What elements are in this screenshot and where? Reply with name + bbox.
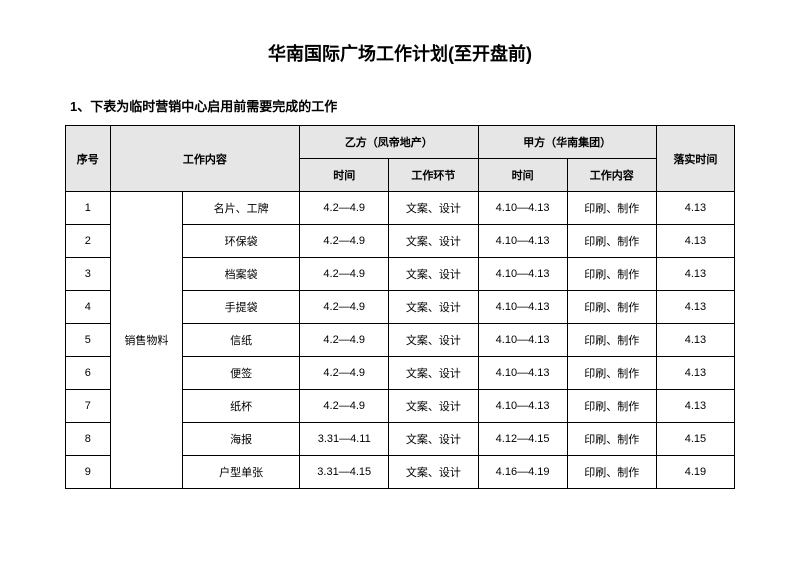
cell-step-b: 文案、设计: [389, 258, 478, 291]
cell-step-b: 文案、设计: [389, 225, 478, 258]
subtitle-label: 1、下表为临时营销中心启用前需要完成的工作: [70, 96, 735, 115]
header-seq: 序号: [66, 126, 111, 192]
cell-seq: 9: [66, 456, 111, 489]
header-step-b: 工作环节: [389, 159, 478, 192]
cell-step-b: 文案、设计: [389, 390, 478, 423]
cell-step-a: 印刷、制作: [567, 423, 656, 456]
cell-final: 4.13: [656, 324, 734, 357]
cell-seq: 4: [66, 291, 111, 324]
cell-seq: 5: [66, 324, 111, 357]
cell-step-a: 印刷、制作: [567, 324, 656, 357]
cell-time-b: 4.2—4.9: [300, 324, 389, 357]
cell-step-a: 印刷、制作: [567, 192, 656, 225]
cell-step-b: 文案、设计: [389, 324, 478, 357]
cell-time-b: 4.2—4.9: [300, 192, 389, 225]
header-time-a: 时间: [478, 159, 567, 192]
cell-time-b: 4.2—4.9: [300, 258, 389, 291]
cell-final: 4.15: [656, 423, 734, 456]
cell-item: 纸杯: [183, 390, 300, 423]
table-row: 1销售物料名片、工牌4.2—4.9文案、设计4.10—4.13印刷、制作4.13: [66, 192, 735, 225]
cell-item: 手提袋: [183, 291, 300, 324]
cell-time-b: 4.2—4.9: [300, 357, 389, 390]
cell-time-a: 4.16—4.19: [478, 456, 567, 489]
cell-time-a: 4.10—4.13: [478, 357, 567, 390]
header-row-1: 序号 工作内容 乙方（凤帝地产） 甲方（华南集团） 落实时间: [66, 126, 735, 159]
cell-item: 档案袋: [183, 258, 300, 291]
cell-step-a: 印刷、制作: [567, 258, 656, 291]
header-step-a: 工作内容: [567, 159, 656, 192]
header-party-a: 甲方（华南集团）: [478, 126, 656, 159]
cell-final: 4.13: [656, 357, 734, 390]
cell-final: 4.13: [656, 390, 734, 423]
cell-final: 4.13: [656, 192, 734, 225]
cell-seq: 2: [66, 225, 111, 258]
header-content: 工作内容: [110, 126, 300, 192]
cell-seq: 7: [66, 390, 111, 423]
cell-time-b: 4.2—4.9: [300, 291, 389, 324]
cell-seq: 1: [66, 192, 111, 225]
cell-time-a: 4.10—4.13: [478, 291, 567, 324]
cell-step-b: 文案、设计: [389, 456, 478, 489]
cell-time-b: 3.31—4.15: [300, 456, 389, 489]
header-time-b: 时间: [300, 159, 389, 192]
cell-step-b: 文案、设计: [389, 423, 478, 456]
cell-seq: 8: [66, 423, 111, 456]
cell-time-b: 3.31—4.11: [300, 423, 389, 456]
cell-item: 信纸: [183, 324, 300, 357]
cell-time-a: 4.10—4.13: [478, 192, 567, 225]
cell-final: 4.13: [656, 225, 734, 258]
cell-step-b: 文案、设计: [389, 291, 478, 324]
header-final: 落实时间: [656, 126, 734, 192]
cell-category: 销售物料: [110, 192, 182, 489]
cell-step-a: 印刷、制作: [567, 390, 656, 423]
cell-time-b: 4.2—4.9: [300, 225, 389, 258]
cell-time-b: 4.2—4.9: [300, 390, 389, 423]
cell-item: 名片、工牌: [183, 192, 300, 225]
cell-step-b: 文案、设计: [389, 192, 478, 225]
cell-time-a: 4.12—4.15: [478, 423, 567, 456]
cell-final: 4.13: [656, 291, 734, 324]
cell-item: 户型单张: [183, 456, 300, 489]
cell-seq: 3: [66, 258, 111, 291]
cell-step-a: 印刷、制作: [567, 456, 656, 489]
work-plan-table: 序号 工作内容 乙方（凤帝地产） 甲方（华南集团） 落实时间 时间 工作环节 时…: [65, 125, 735, 489]
cell-step-a: 印刷、制作: [567, 357, 656, 390]
header-party-b: 乙方（凤帝地产）: [300, 126, 478, 159]
cell-step-a: 印刷、制作: [567, 225, 656, 258]
cell-item: 海报: [183, 423, 300, 456]
cell-step-a: 印刷、制作: [567, 291, 656, 324]
table-body: 1销售物料名片、工牌4.2—4.9文案、设计4.10—4.13印刷、制作4.13…: [66, 192, 735, 489]
cell-final: 4.19: [656, 456, 734, 489]
cell-time-a: 4.10—4.13: [478, 390, 567, 423]
cell-seq: 6: [66, 357, 111, 390]
page-title: 华南国际广场工作计划(至开盘前): [65, 40, 735, 66]
cell-item: 便签: [183, 357, 300, 390]
cell-time-a: 4.10—4.13: [478, 225, 567, 258]
cell-step-b: 文案、设计: [389, 357, 478, 390]
cell-final: 4.13: [656, 258, 734, 291]
cell-item: 环保袋: [183, 225, 300, 258]
cell-time-a: 4.10—4.13: [478, 258, 567, 291]
cell-time-a: 4.10—4.13: [478, 324, 567, 357]
